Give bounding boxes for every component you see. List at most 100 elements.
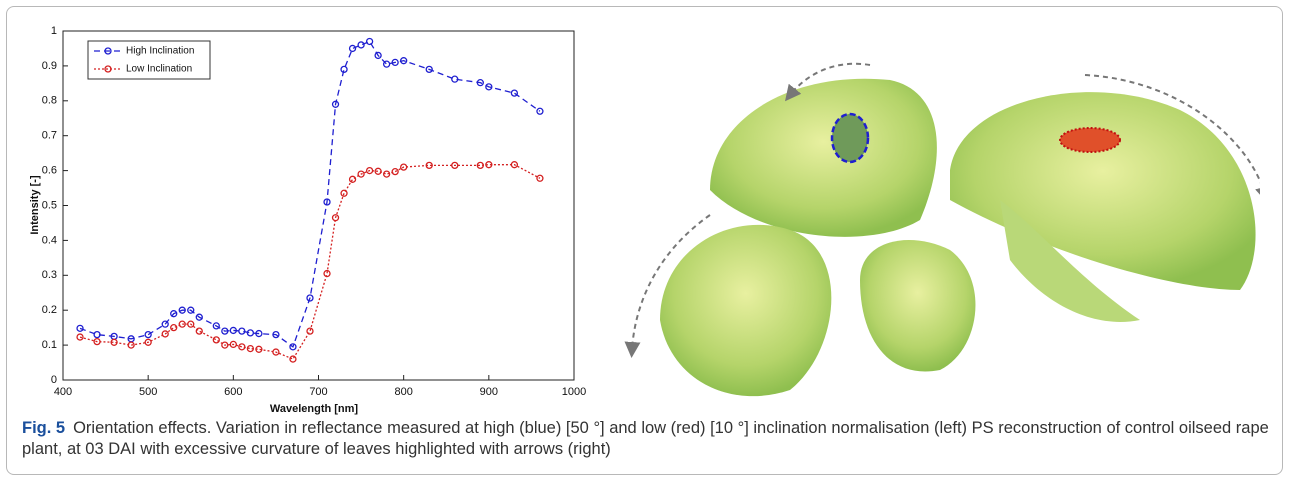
data-point <box>451 161 459 170</box>
data-point <box>374 167 382 175</box>
low-inclination-region <box>1059 127 1121 153</box>
y-tick-label: 0.6 <box>42 165 57 177</box>
data-point <box>178 320 186 328</box>
data-point <box>76 333 84 341</box>
y-tick-label: 0.2 <box>42 304 57 316</box>
data-point <box>536 174 544 182</box>
x-tick-label: 800 <box>394 386 412 398</box>
data-point <box>331 214 340 222</box>
chart: Wavelength [nm] Intensity [-] 400 500 600 7… <box>29 25 586 415</box>
data-point <box>161 330 169 338</box>
data-point <box>348 44 357 53</box>
data-point <box>212 322 220 330</box>
y-tick-label: 0.1 <box>42 339 57 351</box>
data-point <box>306 294 314 302</box>
leaf <box>710 78 937 237</box>
data-point <box>323 198 331 206</box>
data-point <box>238 343 246 351</box>
data-point <box>451 75 459 83</box>
data-point <box>391 167 399 176</box>
y-tick-label: 0.3 <box>42 269 57 281</box>
x-tick-label: 700 <box>309 386 327 398</box>
data-point <box>357 41 365 49</box>
plant-image <box>624 62 1260 397</box>
leaf <box>950 92 1256 290</box>
x-tick-label: 1000 <box>562 386 586 398</box>
leaf <box>1000 200 1140 322</box>
y-tick-label: 0.7 <box>42 130 57 142</box>
data-point <box>144 338 152 346</box>
data-point <box>306 327 314 335</box>
leaf <box>660 224 832 397</box>
data-point <box>485 161 493 169</box>
high-inclination-region <box>830 112 870 164</box>
data-point <box>255 329 263 338</box>
data-point <box>365 37 374 46</box>
data-point <box>246 344 255 353</box>
arrow <box>624 214 711 358</box>
data-point <box>365 166 374 175</box>
data-point <box>289 355 297 363</box>
data-point <box>238 327 246 335</box>
arrow <box>1084 74 1260 203</box>
caption-text: Orientation effects. Variation in reflec… <box>22 419 1269 458</box>
data-point <box>161 320 169 328</box>
data-point <box>331 100 340 108</box>
data-point <box>400 163 408 171</box>
data-point <box>229 340 237 349</box>
leaf <box>860 240 976 372</box>
data-point <box>510 161 519 169</box>
data-point <box>289 343 297 351</box>
data-point <box>221 327 229 335</box>
data-point <box>170 310 178 318</box>
data-point <box>485 83 493 91</box>
data-point <box>110 338 118 346</box>
x-axis-label: Wavelength [nm] <box>270 403 359 415</box>
data-point <box>187 320 195 328</box>
data-point <box>246 329 255 337</box>
y-tick-label: 0.5 <box>42 199 57 211</box>
data-point <box>76 324 84 332</box>
x-tick-label: 900 <box>480 386 498 398</box>
series-line <box>79 164 541 360</box>
legend-marker <box>104 47 112 55</box>
y-tick-label: 0.9 <box>42 60 57 72</box>
data-point <box>195 327 203 335</box>
data-point <box>400 57 408 65</box>
data-point <box>374 51 382 60</box>
figure-frame <box>6 6 1283 475</box>
data-point <box>536 107 544 115</box>
data-point <box>510 89 519 97</box>
data-point <box>255 345 263 353</box>
x-tick-label: 400 <box>54 386 72 398</box>
data-point <box>170 323 178 332</box>
data-point <box>425 161 433 170</box>
y-axis-label: Intensity [-] <box>29 175 41 235</box>
caption-label: Fig. 5 <box>22 419 66 437</box>
legend-marker <box>104 65 112 73</box>
series-line <box>79 40 541 348</box>
legend-box <box>87 40 211 80</box>
data-point <box>272 330 280 339</box>
data-point <box>357 170 365 178</box>
data-point <box>323 269 331 278</box>
x-tick-label: 600 <box>224 386 242 398</box>
data-point <box>476 79 484 87</box>
data-point <box>178 306 186 314</box>
x-tick-label: 500 <box>139 386 157 398</box>
data-point <box>212 336 220 344</box>
data-point <box>93 330 101 339</box>
data-point <box>340 65 348 74</box>
y-tick-label: 0 <box>51 374 57 386</box>
data-point <box>127 341 135 349</box>
data-point <box>391 58 399 67</box>
data-point <box>229 326 237 335</box>
data-point <box>340 189 348 197</box>
data-point <box>144 330 152 339</box>
data-point <box>348 175 357 183</box>
data-point <box>476 161 484 170</box>
data-point <box>382 60 391 68</box>
data-point <box>425 65 433 74</box>
legend-label: Low Inclination <box>126 64 192 75</box>
